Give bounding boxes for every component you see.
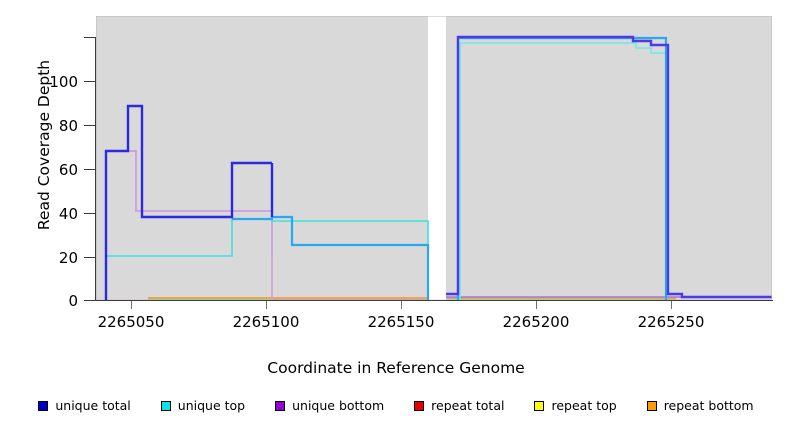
legend-label-repeat-total: repeat total bbox=[431, 398, 505, 413]
legend-item-unique-total: unique total bbox=[38, 398, 131, 413]
y-tick-label-80: 80 bbox=[58, 117, 78, 135]
y-tick-label-100: 100 bbox=[49, 73, 78, 91]
legend-swatch-repeat-top bbox=[534, 400, 545, 411]
legend-label-unique-top: unique top bbox=[177, 398, 246, 413]
legend-swatch-unique-total bbox=[38, 400, 49, 411]
legend-item-unique-top: unique top bbox=[160, 398, 246, 413]
x-axis-title: Coordinate in Reference Genome bbox=[267, 359, 525, 377]
legend-swatch-repeat-total bbox=[414, 400, 425, 411]
legend-item-repeat-top: repeat top bbox=[534, 398, 617, 413]
plot-svg bbox=[96, 16, 772, 301]
coverage-gap-region bbox=[428, 16, 446, 301]
y-tick-100 bbox=[84, 81, 95, 82]
legend-swatch-unique-top bbox=[160, 400, 171, 411]
y-tick-40 bbox=[84, 213, 95, 214]
y-tick-120 bbox=[84, 37, 95, 38]
x-axis-line bbox=[84, 300, 773, 301]
legend-label-repeat-top: repeat top bbox=[551, 398, 617, 413]
x-tick-label-2265050: 2265050 bbox=[97, 313, 165, 331]
y-tick-80 bbox=[84, 125, 95, 126]
x-tick-2265100 bbox=[266, 301, 267, 309]
x-tick-label-2265100: 2265100 bbox=[232, 313, 300, 331]
x-tick-2265250 bbox=[671, 301, 672, 309]
y-tick-label-20: 20 bbox=[58, 249, 78, 267]
series-unique-top-right bbox=[446, 42, 667, 301]
legend-label-repeat-bottom: repeat bottom bbox=[663, 398, 754, 413]
series-unique-total bbox=[104, 104, 272, 300]
x-tick-2265050 bbox=[131, 301, 132, 309]
x-tick-label-2265250: 2265250 bbox=[637, 313, 705, 331]
legend: unique total unique top unique bottom re… bbox=[0, 398, 792, 413]
y-tick-20 bbox=[84, 257, 95, 258]
y-tick-label-40: 40 bbox=[58, 205, 78, 223]
y-axis-line bbox=[95, 37, 96, 301]
legend-item-unique-bottom: unique bottom bbox=[275, 398, 384, 413]
legend-swatch-repeat-bottom bbox=[646, 400, 657, 411]
legend-label-unique-bottom: unique bottom bbox=[292, 398, 385, 413]
series-unique-total-right bbox=[446, 35, 772, 299]
legend-label-unique-total: unique total bbox=[55, 398, 131, 413]
x-tick-2265200 bbox=[536, 301, 537, 309]
y-tick-label-0: 0 bbox=[68, 292, 78, 310]
x-tick-label-2265200: 2265200 bbox=[502, 313, 570, 331]
legend-item-repeat-total: repeat total bbox=[414, 398, 504, 413]
y-tick-60 bbox=[84, 169, 95, 170]
legend-swatch-unique-bottom bbox=[275, 400, 286, 411]
plot-area bbox=[96, 16, 772, 301]
legend-item-repeat-bottom: repeat bottom bbox=[646, 398, 754, 413]
x-tick-2265150 bbox=[401, 301, 402, 309]
x-tick-label-2265150: 2265150 bbox=[367, 313, 435, 331]
y-tick-label-60: 60 bbox=[58, 161, 78, 179]
y-axis-title: Read Coverage Depth bbox=[35, 59, 53, 231]
series-unique-total-light-mid bbox=[232, 215, 430, 300]
